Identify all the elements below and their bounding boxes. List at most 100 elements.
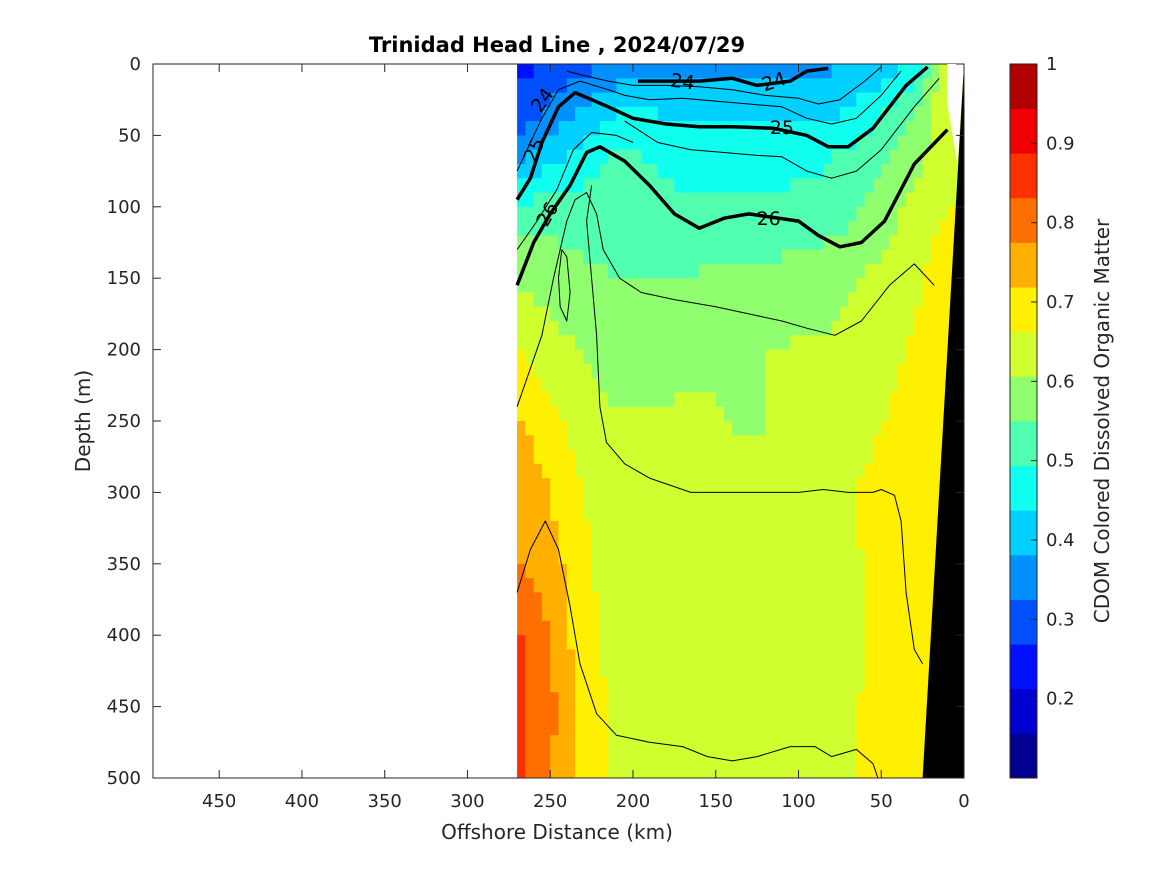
heatmap-cell xyxy=(674,578,684,593)
heatmap-cell xyxy=(939,164,949,179)
heatmap-cell xyxy=(533,363,543,379)
heatmap-cell xyxy=(881,606,891,622)
heatmap-cell xyxy=(773,692,783,708)
heatmap-cell xyxy=(690,435,700,451)
heatmap-cell xyxy=(666,135,675,151)
heatmap-cell xyxy=(674,663,684,679)
heatmap-cell xyxy=(889,249,899,265)
heatmap-cell xyxy=(649,106,659,122)
heatmap-cell xyxy=(633,406,642,422)
heatmap-cell xyxy=(947,192,957,208)
heatmap-cell xyxy=(517,678,526,693)
heatmap-cell xyxy=(757,321,766,336)
heatmap-cell xyxy=(781,720,791,736)
heatmap-cell xyxy=(715,321,725,336)
heatmap-cell xyxy=(823,706,833,722)
heatmap-cell xyxy=(666,278,675,294)
heatmap-cell xyxy=(707,64,717,79)
heatmap-cell xyxy=(724,449,733,465)
heatmap-cell xyxy=(707,306,717,322)
heatmap-cell xyxy=(856,321,866,336)
heatmap-cell xyxy=(583,263,593,279)
heatmap-cell xyxy=(831,692,841,708)
heatmap-cell xyxy=(922,335,932,351)
heatmap-cell xyxy=(889,735,899,751)
heatmap-cell xyxy=(715,235,725,251)
heatmap-cell xyxy=(757,692,766,708)
heatmap-cell xyxy=(533,506,543,522)
heatmap-cell xyxy=(939,363,949,379)
heatmap-cell xyxy=(815,64,824,79)
heatmap-cell xyxy=(525,278,535,294)
heatmap-cell xyxy=(699,306,709,322)
heatmap-cell xyxy=(881,578,891,593)
heatmap-cell xyxy=(599,263,609,279)
heatmap-cell xyxy=(906,521,915,536)
heatmap-cell xyxy=(831,135,841,151)
heatmap-cell xyxy=(823,363,833,379)
contour-line xyxy=(566,66,882,105)
heatmap-cell xyxy=(831,121,841,136)
heatmap-cell xyxy=(583,506,593,522)
heatmap-cell xyxy=(682,235,692,251)
heatmap-cell xyxy=(914,421,924,436)
heatmap-cell xyxy=(649,521,659,536)
heatmap-cell xyxy=(724,435,733,451)
heatmap-cell xyxy=(541,463,551,479)
heatmap-cell xyxy=(566,620,576,636)
heatmap-cell xyxy=(724,135,733,151)
heatmap-cell xyxy=(616,506,626,522)
heatmap-cell xyxy=(889,606,899,622)
heatmap-cell xyxy=(781,349,791,365)
heatmap-cell xyxy=(815,164,824,179)
heatmap-cell xyxy=(682,563,692,579)
heatmap-cell xyxy=(873,649,882,665)
heatmap-cell xyxy=(823,64,833,79)
heatmap-cell xyxy=(624,435,634,451)
heatmap-cell xyxy=(881,506,891,522)
heatmap-cell xyxy=(591,449,601,465)
y-tick-label: 200 xyxy=(107,340,141,361)
heatmap-cell xyxy=(839,292,849,308)
heatmap-cell xyxy=(715,192,725,208)
heatmap-cell xyxy=(608,192,618,208)
heatmap-cell xyxy=(740,663,750,679)
heatmap-cell xyxy=(930,449,940,465)
heatmap-cell xyxy=(806,121,816,136)
heatmap-cell xyxy=(575,663,584,679)
heatmap-cell xyxy=(781,606,791,622)
heatmap-cell xyxy=(591,235,601,251)
heatmap-cell xyxy=(591,363,601,379)
heatmap-cell xyxy=(616,221,626,236)
heatmap-cell xyxy=(856,749,866,765)
heatmap-cell xyxy=(856,678,866,693)
heatmap-cell xyxy=(823,349,833,365)
heatmap-cell xyxy=(550,78,560,94)
heatmap-cell xyxy=(699,563,709,579)
heatmap-cell xyxy=(848,578,857,593)
heatmap-cell xyxy=(649,678,659,693)
heatmap-cell xyxy=(517,121,526,136)
heatmap-cell xyxy=(690,720,700,736)
heatmap-cell xyxy=(583,321,593,336)
heatmap-cell xyxy=(897,521,907,536)
heatmap-cell xyxy=(682,278,692,294)
heatmap-cell xyxy=(815,149,824,165)
heatmap-cell xyxy=(856,292,866,308)
heatmap-cell xyxy=(690,249,700,265)
heatmap-cell xyxy=(583,535,593,551)
heatmap-cell xyxy=(748,392,758,408)
heatmap-cell xyxy=(674,592,684,608)
heatmap-cell xyxy=(666,363,675,379)
heatmap-cell xyxy=(781,92,791,108)
heatmap-cell xyxy=(616,135,626,151)
heatmap-cell xyxy=(533,720,543,736)
heatmap-cell xyxy=(839,164,849,179)
heatmap-cell xyxy=(550,635,560,651)
heatmap-cell xyxy=(724,649,733,665)
heatmap-cell xyxy=(856,78,866,94)
heatmap-cell xyxy=(881,549,891,565)
heatmap-cell xyxy=(781,78,791,94)
heatmap-cell xyxy=(707,92,717,108)
heatmap-cell xyxy=(682,92,692,108)
